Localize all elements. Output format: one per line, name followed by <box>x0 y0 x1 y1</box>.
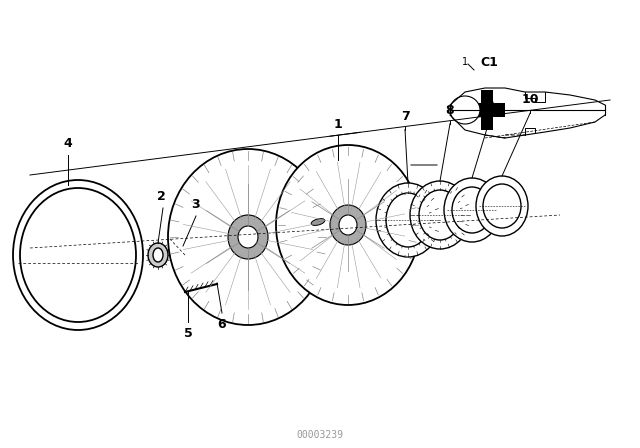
Ellipse shape <box>238 226 258 248</box>
Text: 2: 2 <box>157 190 165 203</box>
Ellipse shape <box>175 250 181 260</box>
Ellipse shape <box>476 176 528 236</box>
Ellipse shape <box>410 181 470 249</box>
Ellipse shape <box>339 215 357 235</box>
Text: 10: 10 <box>521 93 539 106</box>
Ellipse shape <box>330 205 366 245</box>
Ellipse shape <box>148 243 168 267</box>
Ellipse shape <box>228 215 268 259</box>
Ellipse shape <box>444 178 500 242</box>
Text: 1: 1 <box>462 57 468 67</box>
Text: 6: 6 <box>218 318 227 331</box>
Ellipse shape <box>452 187 492 233</box>
Ellipse shape <box>13 180 143 330</box>
Ellipse shape <box>311 219 325 225</box>
Text: C1: C1 <box>480 56 498 69</box>
Ellipse shape <box>450 96 480 124</box>
Bar <box>481 90 493 130</box>
Text: 4: 4 <box>63 137 72 150</box>
Ellipse shape <box>211 278 223 288</box>
Text: 9: 9 <box>486 99 494 112</box>
Text: 1: 1 <box>333 118 342 131</box>
Bar <box>420 217 455 233</box>
Text: 7: 7 <box>401 109 410 122</box>
Text: 5: 5 <box>184 327 193 340</box>
Ellipse shape <box>386 193 430 247</box>
Ellipse shape <box>213 279 223 287</box>
Text: 8: 8 <box>445 103 454 116</box>
Ellipse shape <box>450 217 460 233</box>
Bar <box>469 103 505 117</box>
Ellipse shape <box>171 246 185 264</box>
Text: 00003239: 00003239 <box>296 430 344 440</box>
Ellipse shape <box>276 145 420 305</box>
Ellipse shape <box>20 188 136 322</box>
Ellipse shape <box>376 183 440 257</box>
Text: 3: 3 <box>192 198 200 211</box>
Ellipse shape <box>483 184 521 228</box>
Ellipse shape <box>168 149 328 325</box>
Ellipse shape <box>153 248 163 262</box>
Ellipse shape <box>419 190 461 240</box>
